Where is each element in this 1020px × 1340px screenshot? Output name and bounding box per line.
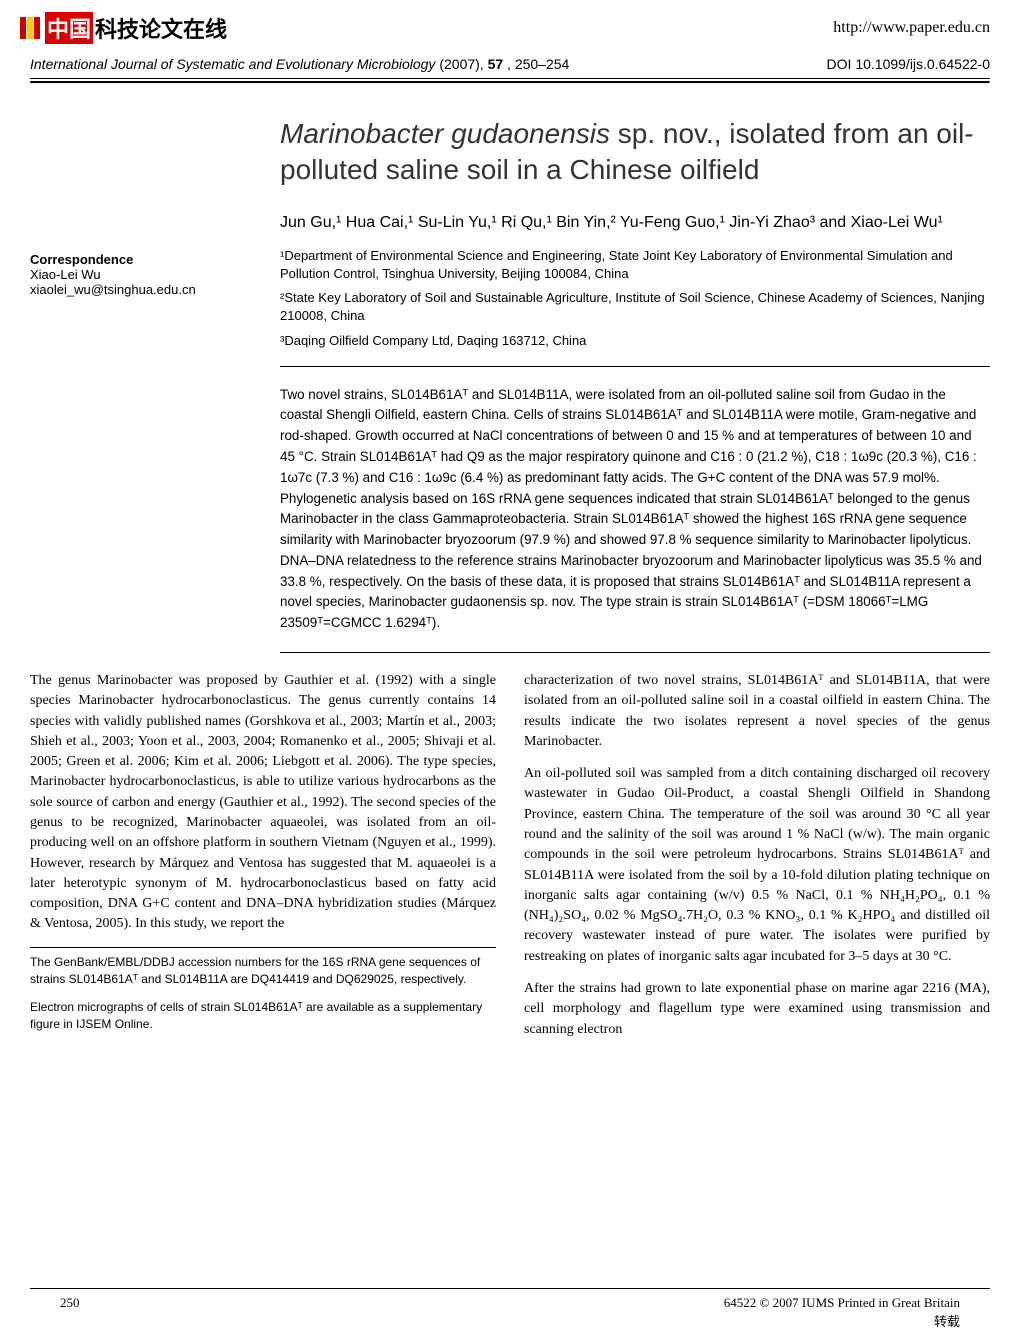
journal-name: International Journal of Systematic and … xyxy=(30,56,435,72)
right-column: characterization of two novel strains, S… xyxy=(524,671,990,1052)
flag-stripe xyxy=(20,17,26,39)
logo-text: 中国 科技论文在线 xyxy=(45,12,229,44)
page-number: 250 xyxy=(60,1295,80,1330)
site-header: 中国 科技论文在线 http://www.paper.edu.cn xyxy=(0,0,1020,50)
footnote-2: Electron micrographs of cells of strain … xyxy=(30,999,496,1033)
title-species-name: Marinobacter gudaonensis xyxy=(280,118,610,149)
article-title: Marinobacter gudaonensis sp. nov., isola… xyxy=(280,116,990,189)
author-list: Jun Gu,¹ Hua Cai,¹ Su-Lin Yu,¹ Ri Qu,¹ B… xyxy=(0,199,1020,247)
logo-text-highlighted: 中国 xyxy=(45,12,93,44)
affiliation-2: ²State Key Laboratory of Soil and Sustai… xyxy=(280,289,990,325)
affiliation-3: ³Daqing Oilfield Company Ltd, Daqing 163… xyxy=(280,332,990,350)
correspondence-email[interactable]: xiaolei_wu@tsinghua.edu.cn xyxy=(30,282,280,297)
site-logo: 中国 科技论文在线 xyxy=(20,12,229,44)
logo-text-plain: 科技论文在线 xyxy=(93,12,229,44)
correspondence-block: Correspondence Xiao-Lei Wu xiaolei_wu@ts… xyxy=(30,247,280,356)
body-paragraph: An oil-polluted soil was sampled from a … xyxy=(524,764,990,967)
doi: DOI 10.1099/ijs.0.64522-0 xyxy=(827,56,990,72)
article-title-block: Marinobacter gudaonensis sp. nov., isola… xyxy=(0,86,1020,199)
page-footer: 250 64522 © 2007 IUMS Printed in Great B… xyxy=(30,1288,990,1330)
journal-citation: International Journal of Systematic and … xyxy=(30,56,569,72)
affiliation-1: ¹Department of Environmental Science and… xyxy=(280,247,990,283)
footer-cn-label: 转载 xyxy=(724,1311,960,1330)
body-paragraph: The genus Marinobacter was proposed by G… xyxy=(30,671,496,935)
site-url[interactable]: http://www.paper.edu.cn xyxy=(833,19,990,37)
journal-year: (2007), xyxy=(439,56,483,72)
body-paragraph: characterization of two novel strains, S… xyxy=(524,671,990,752)
correspondence-affiliation-row: Correspondence Xiao-Lei Wu xiaolei_wu@ts… xyxy=(0,247,1020,356)
flag-stripe xyxy=(34,17,40,39)
left-column: The genus Marinobacter was proposed by G… xyxy=(30,671,496,1052)
footer-copyright-block: 64522 © 2007 IUMS Printed in Great Brita… xyxy=(724,1295,960,1330)
footnote-divider xyxy=(30,947,496,948)
body-paragraph: After the strains had grown to late expo… xyxy=(524,979,990,1040)
correspondence-label: Correspondence xyxy=(30,252,280,267)
logo-flag-icon xyxy=(20,17,40,39)
abstract: Two novel strains, SL014B61Aᵀ and SL014B… xyxy=(0,367,1020,652)
correspondence-name: Xiao-Lei Wu xyxy=(30,267,280,282)
journal-pages: , 250–254 xyxy=(507,56,569,72)
footer-copyright: 64522 © 2007 IUMS Printed in Great Brita… xyxy=(724,1295,960,1310)
divider xyxy=(30,78,990,79)
main-body: The genus Marinobacter was proposed by G… xyxy=(0,653,1020,1052)
flag-stripe xyxy=(27,17,33,39)
affiliations-block: ¹Department of Environmental Science and… xyxy=(280,247,990,356)
divider-thick xyxy=(30,81,990,84)
journal-citation-line: International Journal of Systematic and … xyxy=(0,50,1020,78)
footnote-1: The GenBank/EMBL/DDBJ accession numbers … xyxy=(30,954,496,988)
journal-volume: 57 xyxy=(488,56,504,72)
